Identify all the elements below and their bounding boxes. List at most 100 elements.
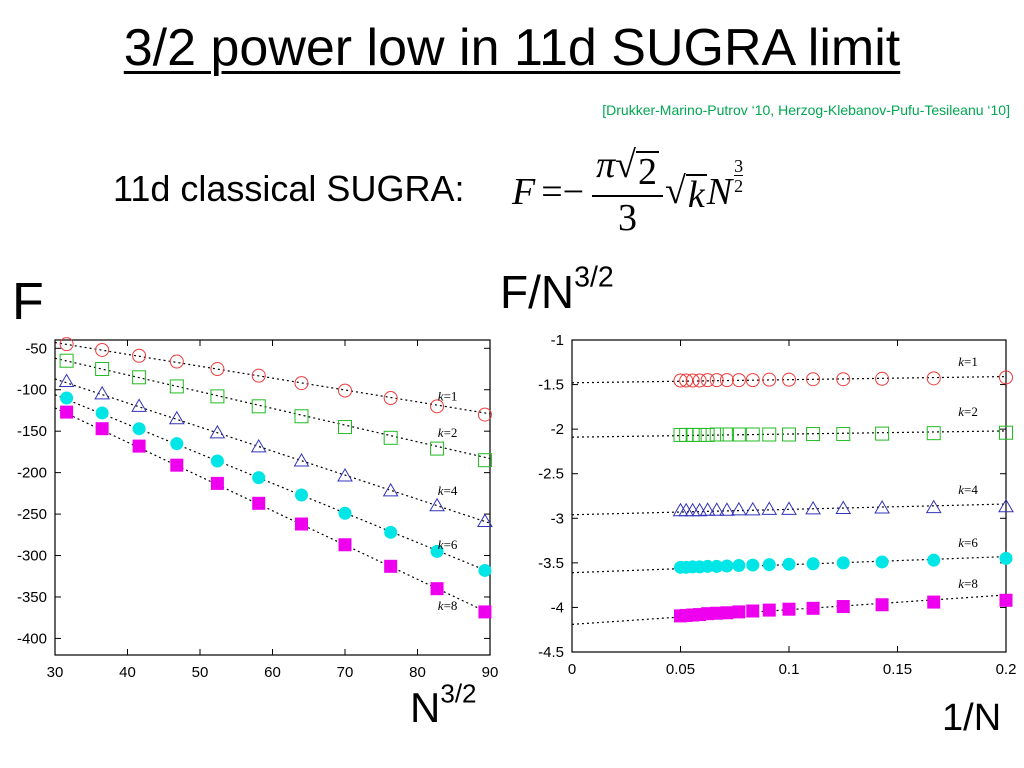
right-y-tick-label: -1.5	[538, 377, 564, 394]
left-series-label-k4: k=4	[438, 483, 458, 498]
left-point-k4	[209, 424, 226, 439]
citation: [Drukker-Marino-Putrov ‘10, Herzog-Kleba…	[602, 102, 1010, 118]
left-point-k6	[384, 525, 398, 539]
left-point-k1	[383, 391, 398, 406]
right-point-k6	[732, 559, 746, 573]
left-x-tick-label: 40	[119, 664, 136, 681]
left-point-k4	[168, 410, 185, 425]
right-point-k4	[781, 501, 797, 515]
right-point-k4	[708, 502, 725, 516]
right-point-k1	[719, 373, 734, 388]
left-point-k4	[131, 398, 147, 412]
right-series-label-k6: k=6	[958, 535, 978, 550]
left-point-k1	[95, 342, 110, 357]
left-point-k8	[210, 476, 224, 490]
left-point-k4	[250, 438, 267, 453]
left-point-k2	[95, 362, 110, 377]
right-point-k1	[806, 372, 821, 387]
right-point-k8	[782, 602, 796, 616]
right-point-k1	[673, 373, 688, 388]
radical-sign: √	[665, 169, 686, 212]
left-point-k8	[430, 582, 444, 596]
left-point-k6	[430, 544, 444, 558]
right-point-k8	[720, 606, 734, 620]
left-point-k6	[210, 454, 224, 468]
left-point-k6	[132, 422, 146, 436]
right-point-k4	[719, 502, 735, 516]
right-point-k2	[926, 426, 941, 441]
right-point-k2	[836, 427, 851, 442]
left-x-tick-label: 80	[409, 664, 426, 681]
left-point-k8	[60, 405, 74, 419]
right-y-label: F/N3/2	[500, 261, 614, 318]
right-point-k1	[836, 372, 851, 387]
right-point-k4	[744, 501, 761, 516]
right-point-k6	[927, 553, 941, 567]
left-point-k2	[338, 420, 352, 435]
right-series-label-k1: k=1	[958, 354, 978, 369]
right-point-k8	[927, 595, 941, 609]
right-point-k6	[836, 556, 850, 570]
right-point-k6	[710, 559, 724, 573]
left-series-label-k6: k=6	[438, 537, 458, 552]
left-y-tick-label: -50	[25, 340, 47, 357]
right-point-k1	[999, 370, 1013, 385]
left-y-tick-label: -200	[17, 465, 47, 482]
left-x-tick-label: 30	[47, 664, 64, 681]
left-fit-line-k8	[54, 407, 491, 615]
left-fit-line-k4	[54, 378, 491, 524]
formula-fraction: π √ 2 3	[592, 143, 663, 239]
right-x-label: 1/N	[942, 697, 1002, 739]
right-point-k6	[806, 557, 820, 571]
right-point-k8	[836, 600, 850, 614]
formula-equals-minus: =−	[541, 171, 585, 213]
right-point-k1	[745, 373, 760, 388]
left-fit-line-k6	[54, 394, 491, 573]
left-point-k1	[294, 376, 309, 391]
left-point-k1	[132, 348, 147, 363]
left-point-k8	[252, 496, 266, 510]
right-point-k1	[875, 371, 890, 386]
left-point-k1	[59, 337, 74, 352]
right-x-tick-label: 0.05	[666, 661, 695, 678]
right-y-tick-label: -3	[551, 510, 564, 527]
formula-n: N	[706, 171, 733, 213]
right-point-k8	[875, 598, 889, 612]
left-point-k1	[251, 368, 266, 383]
right-point-k6	[762, 558, 776, 572]
right-point-k4	[925, 499, 942, 514]
formula-denominator: 3	[618, 196, 638, 239]
left-point-k8	[132, 439, 146, 453]
left-y-tick-label: -350	[17, 589, 47, 606]
right-fit-line-k1	[571, 375, 1007, 384]
right-point-k6	[720, 559, 734, 573]
right-point-k8	[746, 604, 760, 618]
formula-pi: π	[596, 143, 616, 186]
right-point-k2	[762, 427, 777, 442]
formula-sqrt-k: √ k	[665, 169, 707, 216]
left-point-k4	[382, 482, 399, 497]
left-point-k4	[337, 467, 353, 482]
slide-title: 3/2 power low in 11d SUGRA limit	[123, 19, 901, 77]
left-point-k2	[210, 389, 225, 404]
left-point-k6	[338, 506, 352, 520]
left-series-label-k1: k=1	[438, 389, 458, 404]
right-x-tick-label: 0.15	[883, 661, 912, 678]
left-point-k2	[251, 399, 266, 414]
formula-lhs: F	[512, 171, 536, 213]
right-y-tick-label: -3.5	[538, 555, 564, 572]
right-point-k4	[835, 500, 852, 514]
right-y-tick-label: -4.5	[538, 644, 564, 661]
formula-root-2: 2	[636, 150, 659, 193]
right-point-k2	[806, 427, 821, 442]
left-point-k6	[60, 391, 74, 405]
right-point-k2	[782, 427, 796, 442]
right-series-label-k8: k=8	[958, 576, 978, 591]
left-y-tick-label: -100	[17, 382, 47, 399]
left-point-k2	[132, 370, 147, 385]
right-point-k4	[699, 502, 716, 516]
left-point-k6	[170, 437, 184, 451]
